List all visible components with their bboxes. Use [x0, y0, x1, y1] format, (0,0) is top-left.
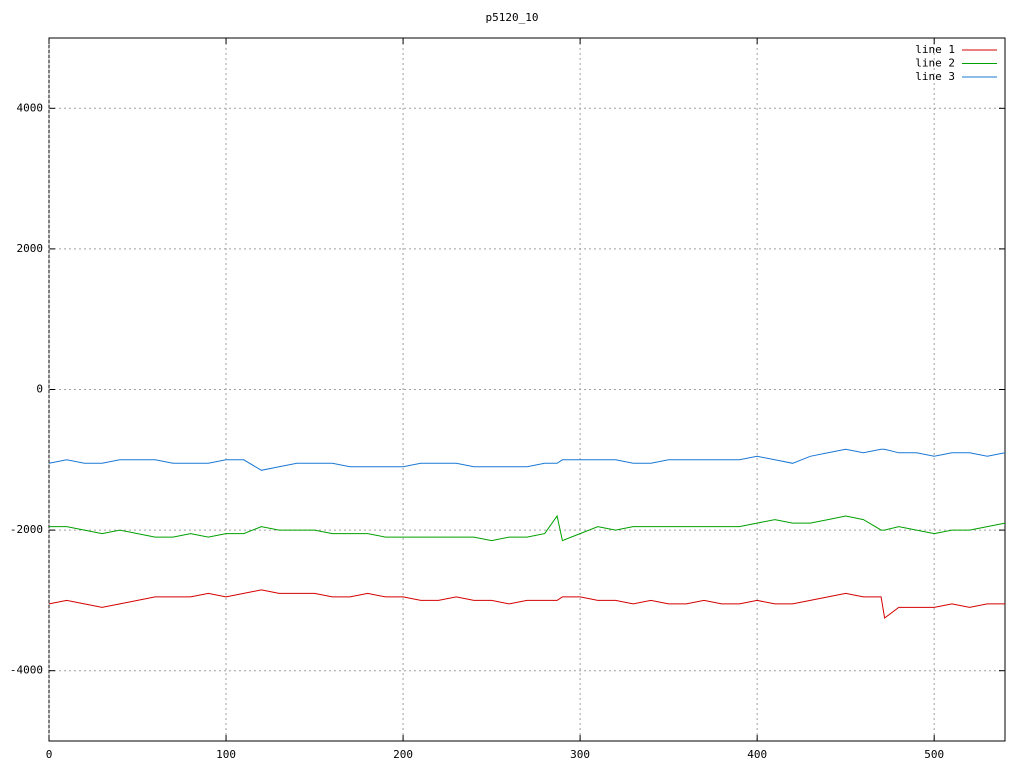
legend-label: line 3 — [915, 70, 955, 83]
x-tick-label: 400 — [747, 748, 767, 761]
series-line — [48, 448, 1006, 471]
y-tick-label: -2000 — [10, 523, 43, 536]
x-tick-label: 300 — [570, 748, 590, 761]
x-tick-label: 0 — [46, 748, 53, 761]
legend-label: line 1 — [915, 43, 955, 56]
x-tick-label: 200 — [393, 748, 413, 761]
y-tick-label: 4000 — [17, 101, 44, 114]
y-tick-label: 0 — [36, 383, 43, 396]
y-tick-label: 2000 — [17, 242, 44, 255]
series-line — [48, 589, 1005, 619]
y-tick-label: -4000 — [10, 664, 43, 677]
plot-frame — [48, 37, 1006, 742]
series-line — [49, 514, 1006, 542]
chart-title: p5120_10 — [486, 11, 539, 24]
x-tick-label: 100 — [216, 748, 236, 761]
x-tick-label: 500 — [924, 748, 944, 761]
legend-label: line 2 — [915, 57, 955, 70]
